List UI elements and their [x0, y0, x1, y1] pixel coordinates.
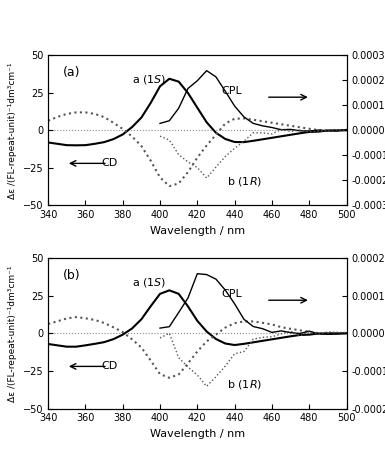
Text: a (1$S$): a (1$S$) — [132, 73, 166, 86]
Text: (b): (b) — [63, 269, 81, 282]
Text: b (1$R$): b (1$R$) — [227, 378, 262, 392]
Text: (a): (a) — [63, 66, 80, 78]
X-axis label: Wavelength / nm: Wavelength / nm — [150, 226, 245, 236]
Text: b (1$R$): b (1$R$) — [227, 175, 262, 188]
Text: CD: CD — [102, 158, 118, 168]
Text: CPL: CPL — [221, 86, 242, 96]
Y-axis label: Δε /(FL-repeat-unit)⁻¹dm³cm⁻¹: Δε /(FL-repeat-unit)⁻¹dm³cm⁻¹ — [8, 62, 17, 199]
Text: a (1$S$): a (1$S$) — [132, 276, 166, 289]
Y-axis label: Δε /(FL-repeat-unit)⁻¹dm³cm⁻¹: Δε /(FL-repeat-unit)⁻¹dm³cm⁻¹ — [8, 265, 17, 402]
X-axis label: Wavelength / nm: Wavelength / nm — [150, 429, 245, 439]
Text: CPL: CPL — [221, 289, 242, 299]
Text: CD: CD — [102, 361, 118, 371]
